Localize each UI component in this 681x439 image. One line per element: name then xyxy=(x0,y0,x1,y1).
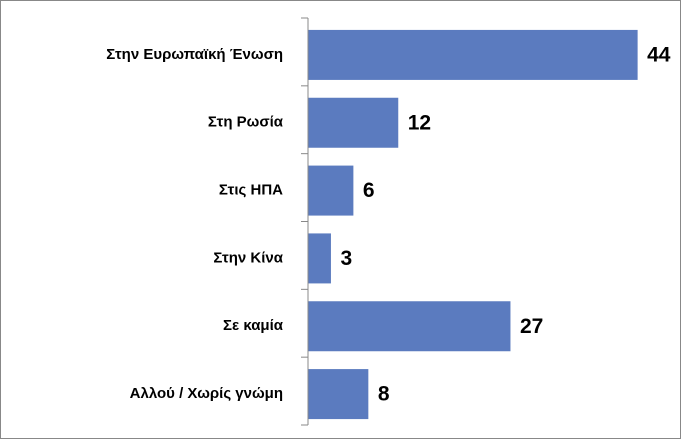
category-label: Στην Κίνα xyxy=(213,249,283,266)
category-label: Στην Ευρωπαϊκή Ένωση xyxy=(106,46,283,63)
bar xyxy=(308,97,399,148)
bar xyxy=(308,233,331,284)
value-label: 8 xyxy=(378,383,390,406)
bar xyxy=(308,29,638,80)
value-label: 6 xyxy=(363,179,375,202)
bar xyxy=(308,165,354,216)
category-label: Αλλού / Χωρίς γνώμη xyxy=(130,385,283,402)
category-label: Σε καμία xyxy=(223,317,284,334)
category-label: Στη Ρωσία xyxy=(208,114,284,131)
bar xyxy=(308,369,369,420)
value-label: 12 xyxy=(408,111,431,134)
value-label: 27 xyxy=(520,315,543,338)
bar xyxy=(308,301,511,352)
category-label: Στις ΗΠΑ xyxy=(219,182,283,199)
value-label: 44 xyxy=(647,43,671,66)
value-label: 3 xyxy=(340,247,352,270)
